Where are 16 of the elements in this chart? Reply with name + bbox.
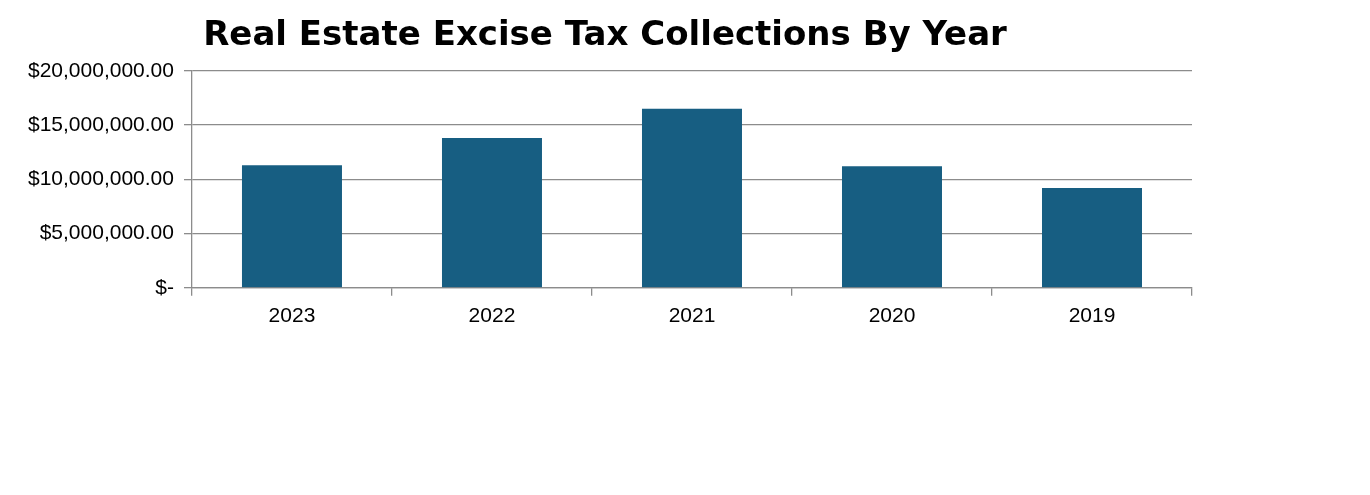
x-tick-label: 2020 (868, 303, 916, 327)
y-tick-label: $- (155, 274, 174, 298)
bar (241, 165, 342, 288)
y-tick-label: $5,000,000.00 (39, 220, 174, 244)
bar (441, 138, 542, 288)
chart-title: Real Estate Excise Tax Collections By Year (203, 13, 1008, 54)
bar (841, 166, 942, 288)
y-tick-label: $10,000,000.00 (27, 166, 174, 190)
bar (1042, 187, 1142, 288)
x-tick-label: 2023 (268, 303, 316, 327)
x-tick-label: 2022 (468, 303, 516, 327)
bar (641, 108, 742, 288)
x-tick-label: 2021 (668, 303, 716, 327)
y-tick-label: $15,000,000.00 (27, 111, 174, 135)
y-tick-label: $20,000,000.00 (27, 57, 174, 81)
x-tick-label: 2019 (1068, 303, 1116, 327)
